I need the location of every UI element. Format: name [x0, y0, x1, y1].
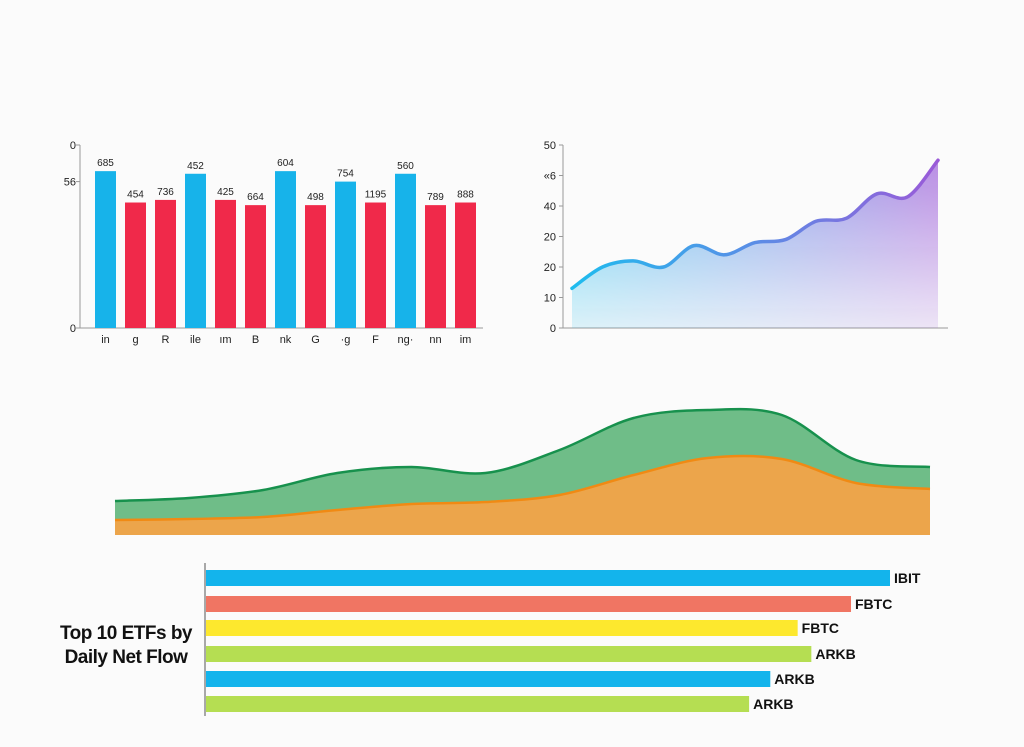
- x-tick-label: in: [101, 334, 110, 346]
- y-tick-label: «6: [544, 171, 556, 183]
- bar: [206, 671, 771, 687]
- bar: [455, 202, 476, 328]
- bar: [95, 171, 116, 328]
- bar-data-label: 560: [397, 161, 414, 172]
- x-tick-label: R: [162, 334, 170, 346]
- bar: [185, 173, 206, 328]
- bar: [155, 199, 176, 328]
- x-tick-label: ım: [219, 334, 231, 346]
- series-line-0: [114, 454, 931, 522]
- x-tick-label: F: [372, 334, 379, 346]
- bar-data-label: 754: [337, 169, 354, 180]
- bar-data-label: 736: [157, 187, 174, 198]
- area-line-chart: 0 10 20 20 40 «6 50: [544, 140, 948, 335]
- bar-label: IBIT: [894, 570, 921, 586]
- bar: [305, 205, 326, 328]
- bar: [206, 646, 812, 662]
- bar: [206, 570, 890, 586]
- stacked-area-chart: [114, 407, 931, 535]
- bar-data-label: 789: [427, 192, 444, 203]
- area-band-0: [115, 455, 930, 535]
- x-tick-label: g: [132, 334, 138, 346]
- x-tick-label: ng·: [398, 334, 414, 346]
- bar-label: FBTC: [802, 620, 839, 636]
- vertical-bar-chart: 0560685in454g736R452ile425ım664B604nk498…: [64, 140, 483, 346]
- bar-data-label: 454: [127, 190, 144, 201]
- x-tick-label: im: [460, 334, 472, 346]
- y-tick-label: 0: [70, 140, 76, 152]
- y-tick-label: 0: [70, 323, 76, 335]
- bar-label: FBTC: [855, 596, 892, 612]
- series-line: [570, 158, 940, 291]
- bar: [245, 205, 266, 328]
- bar: [335, 181, 356, 328]
- bar: [275, 171, 296, 328]
- bar-data-label: 664: [247, 192, 264, 203]
- x-tick-label: ile: [190, 334, 201, 346]
- x-tick-label: G: [311, 334, 320, 346]
- y-tick-label: 56: [64, 177, 76, 189]
- bar-label: ARKB: [815, 646, 855, 662]
- x-tick-label: nk: [280, 334, 292, 346]
- chart-title-line-2: Daily Net Flow: [65, 647, 189, 668]
- y-tick-label: 50: [544, 140, 556, 152]
- y-tick-label: 20: [544, 262, 556, 274]
- x-tick-label: ·g: [341, 334, 351, 346]
- bar-label: ARKB: [753, 696, 793, 712]
- y-tick-label: 40: [544, 201, 556, 213]
- bar: [365, 202, 386, 328]
- bar: [206, 696, 750, 712]
- bar: [395, 173, 416, 328]
- bar-data-label: 685: [97, 158, 114, 169]
- bar: [125, 202, 146, 328]
- horizontal-bar-chart: Top 10 ETFs by Daily Net Flow IBITFBTCFB…: [60, 563, 921, 716]
- y-tick-label: 20: [544, 232, 556, 244]
- bar: [206, 596, 852, 612]
- bar-label: ARKB: [774, 671, 814, 687]
- bar-data-label: 452: [187, 161, 204, 172]
- bar-data-label: 498: [307, 192, 324, 203]
- bar-data-label: 1195: [365, 190, 387, 201]
- chart-title-line-1: Top 10 ETFs by: [60, 623, 193, 644]
- bar: [425, 205, 446, 328]
- bar-data-label: 604: [277, 158, 294, 169]
- x-tick-label: B: [252, 334, 259, 346]
- y-tick-label: 10: [544, 293, 556, 305]
- y-tick-label: 0: [550, 323, 556, 335]
- bar: [215, 199, 236, 328]
- x-tick-label: nn: [429, 334, 441, 346]
- series-line-1: [114, 407, 931, 503]
- bar-data-label: 425: [217, 187, 234, 198]
- bar: [206, 620, 798, 636]
- bar-data-label: 888: [457, 190, 474, 201]
